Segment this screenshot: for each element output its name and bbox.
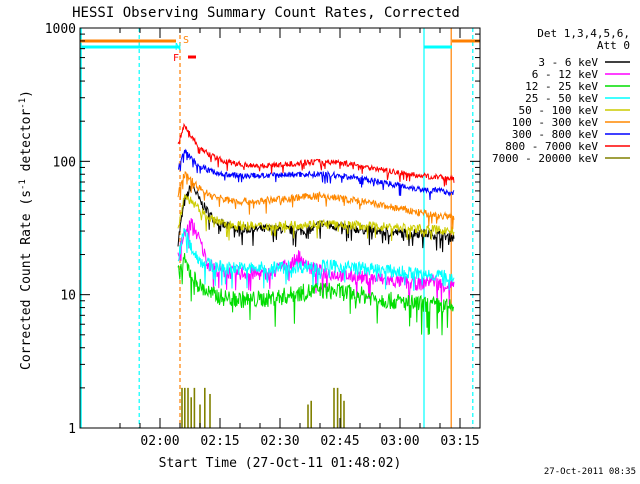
y-tick-label: 1000 (45, 22, 76, 37)
series-line (177, 193, 455, 242)
legend-label: 100 - 300 keV (512, 116, 598, 129)
series-line (177, 122, 455, 187)
x-tick-label: 03:00 (380, 434, 419, 449)
legend-label: 800 - 7000 keV (505, 140, 598, 153)
x-axis-label: Start Time (27-Oct-11 01:48:02) (159, 456, 402, 471)
y-tick-label: 1 (68, 422, 76, 437)
x-tick-label: 02:45 (320, 434, 359, 449)
series-line (177, 218, 455, 306)
overlay-marker-label: N (175, 42, 181, 53)
legend-title: Att 0 (597, 39, 630, 52)
legend-label: 50 - 100 keV (519, 104, 599, 117)
overlay-marker-label: S (183, 35, 189, 46)
timestamp-label: 27-Oct-2011 08:35 (544, 467, 636, 477)
series-line (177, 180, 455, 253)
y-axis-label-part: ) (19, 90, 34, 98)
y-axis-label-part: Corrected Count Rate (s (19, 190, 34, 370)
y-tick-label: 100 (53, 155, 76, 170)
y-axis-label: Corrected Count Rate (s-1 detector-1) (18, 90, 34, 370)
y-axis-label-exponent: -1 (18, 98, 28, 109)
legend-label: 300 - 800 keV (512, 128, 598, 141)
legend-label: 25 - 50 keV (525, 92, 598, 105)
legend-label: 7000 - 20000 keV (492, 152, 598, 165)
chart-title: HESSI Observing Summary Count Rates, Cor… (72, 5, 460, 21)
legend-label: 12 - 25 keV (525, 80, 598, 93)
x-tick-label: 02:30 (260, 434, 299, 449)
legend-title: Det 1,3,4,5,6, (537, 27, 630, 40)
x-tick-label: 03:15 (440, 434, 479, 449)
series-line (177, 253, 454, 336)
y-axis-label-part: detector (19, 109, 34, 180)
series-line (177, 228, 455, 291)
y-tick-label: 10 (60, 289, 76, 304)
series-line (177, 148, 455, 201)
x-tick-label: 02:15 (200, 434, 239, 449)
y-axis-label-exponent: -1 (18, 179, 28, 190)
series-line (177, 171, 455, 230)
overlay-marker-label: F (173, 53, 179, 64)
x-tick-label: 02:00 (140, 434, 179, 449)
legend-label: 3 - 6 keV (538, 56, 598, 69)
legend-label: 6 - 12 keV (532, 68, 599, 81)
